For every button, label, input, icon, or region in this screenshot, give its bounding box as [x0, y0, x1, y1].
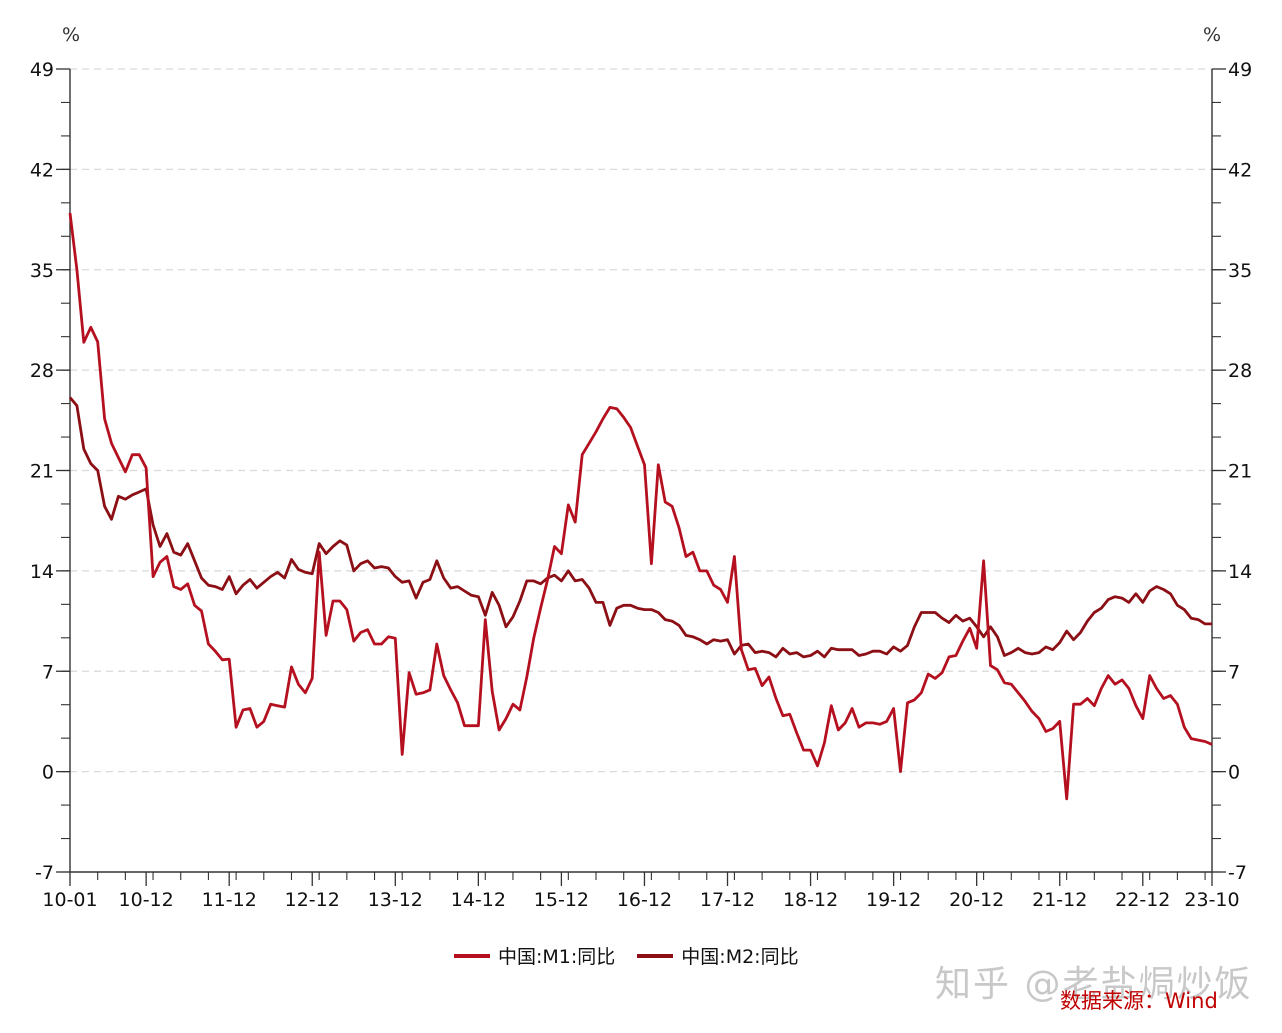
series-lines [68, 212, 1213, 801]
y-tick-label-left: 7 [42, 661, 54, 683]
series-m2-line [68, 396, 1212, 659]
y-tick-label-left: 28 [30, 360, 54, 382]
x-tick-label: 12-12 [285, 889, 340, 911]
y-tick-label-left: -7 [35, 862, 54, 884]
gridlines [70, 68, 1212, 773]
x-tick-label: 11-12 [202, 889, 257, 911]
y-tick-label-right: 35 [1228, 260, 1252, 282]
legend-swatch-m1 [454, 953, 490, 958]
x-tick-label: 17-12 [700, 889, 755, 911]
y-tick-label-left: 35 [30, 260, 54, 282]
x-tick-label: 19-12 [866, 889, 921, 911]
x-tick-label: 18-12 [783, 889, 838, 911]
series-m1-line [68, 212, 1213, 801]
x-tick-label: 10-12 [119, 889, 174, 911]
x-tick-label: 20-12 [949, 889, 1004, 911]
watermark: 知乎 @老盐焗炒饭 [935, 964, 1253, 1005]
x-tick-label: 15-12 [534, 889, 589, 911]
left-unit-label: % [62, 24, 80, 46]
y-tick-label-left: 49 [30, 59, 54, 81]
y-tick-label-right: 7 [1228, 661, 1240, 683]
y-tick-label-left: 0 [42, 762, 54, 784]
x-tick-label: 14-12 [451, 889, 506, 911]
legend-swatch-m2 [637, 953, 674, 958]
y-tick-label-right: 49 [1228, 59, 1252, 81]
legend-label-m2: 中国:M2:同比 [681, 946, 799, 968]
y-tick-label-left: 21 [30, 461, 54, 483]
y-tick-label-right: 28 [1228, 360, 1252, 382]
y-tick-label-right: 21 [1228, 461, 1252, 483]
axes: -7 -7 0 0 7 7 14 14 21 21 28 28 35 35 42 42 49 49 10-01 10-… [30, 59, 1252, 911]
x-tick-label: 16-12 [617, 889, 672, 911]
y-tick-label-right: -7 [1228, 862, 1247, 884]
legend-item-m1[interactable]: 中国:M1:同比 [454, 942, 615, 969]
legend-label-m1: 中国:M1:同比 [498, 946, 616, 968]
y-tick-label-right: 0 [1228, 762, 1240, 784]
x-tick-label: 22-12 [1115, 889, 1170, 911]
legend-item-m2[interactable]: 中国:M2:同比 [637, 942, 799, 969]
right-unit-label: % [1203, 24, 1221, 46]
legend: 中国:M1:同比 中国:M2:同比 [454, 942, 821, 969]
x-tick-label: 13-12 [368, 889, 423, 911]
y-tick-label-left: 42 [30, 159, 54, 181]
x-tick-label: 23-10 [1184, 889, 1239, 911]
x-tick-label: 21-12 [1032, 889, 1087, 911]
y-tick-label-right: 14 [1228, 561, 1252, 583]
x-tick-label: 10-01 [42, 889, 97, 911]
y-tick-label-right: 42 [1228, 159, 1252, 181]
source-note: 数据来源：Wind [1060, 989, 1218, 1013]
y-tick-label-left: 14 [30, 561, 54, 583]
